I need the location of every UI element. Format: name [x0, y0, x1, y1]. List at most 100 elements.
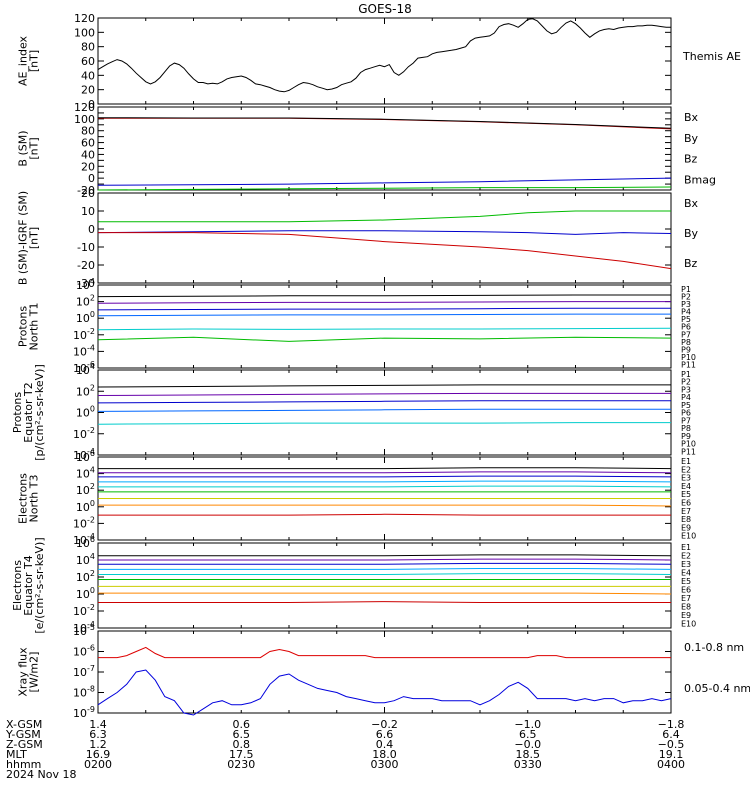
- y-tick-label: 0: [88, 172, 95, 185]
- legend-entry: E8: [681, 515, 691, 524]
- y-tick-label: 20: [81, 160, 95, 173]
- x-row-value: 6.6: [376, 728, 394, 741]
- y-axis-label: Protons: [11, 392, 24, 433]
- legend-entry: P10: [681, 353, 696, 362]
- panel-frame: [97, 17, 672, 105]
- legend-entry: P9: [681, 345, 691, 354]
- x-row-value: 0.8: [233, 738, 251, 751]
- y-axis-label: [nT]: [28, 137, 41, 159]
- x-row-value: 0300: [371, 758, 399, 771]
- x-row-label: Y-GSM: [5, 728, 41, 741]
- legend-entry: P1: [681, 285, 691, 294]
- y-tick-label: 120: [74, 12, 95, 25]
- panel-bigrf: -30 -20 -10 0 10 20 B (SM)-IGRF (SM)[nT] Bx By Bz: [17, 187, 699, 290]
- series-line-e1: [98, 467, 672, 470]
- x-row-value: 1.4: [89, 718, 107, 731]
- series-line-e4: [98, 480, 672, 483]
- x-row-label: X-GSM: [6, 718, 42, 731]
- y-tick-label: 40: [81, 69, 95, 82]
- x-row-value: 19.1: [659, 748, 684, 761]
- legend-entry: 0.05-0.4 nm: [684, 682, 750, 695]
- legend-entry: P10: [681, 440, 696, 449]
- legend-entry: E7: [681, 594, 691, 603]
- y-axis-label: AE_index: [17, 35, 30, 86]
- y-tick-label: -20: [77, 184, 95, 197]
- y-tick-label: 10-7: [73, 664, 95, 679]
- x-row-value: 16.9: [86, 748, 111, 761]
- y-tick-label: 102: [76, 482, 95, 497]
- legend-entry: Bz: [684, 153, 698, 166]
- series-line-e2: [98, 471, 672, 474]
- y-axis-label: North T3: [28, 475, 41, 523]
- y-tick-label: 0: [88, 98, 95, 111]
- y-tick-label: 102: [76, 383, 95, 398]
- legend-entry: P2: [681, 293, 691, 302]
- series-line-p1: [97, 294, 671, 298]
- series-line-e8: [98, 504, 672, 507]
- y-axis-label: B (SM)-IGRF (SM): [17, 191, 30, 285]
- series-line-e3: [98, 475, 672, 478]
- legend-entry: Bx: [684, 197, 699, 210]
- series-line-p3: [97, 307, 671, 311]
- legend-entry: E8: [681, 603, 691, 612]
- x-row-value: 6.5: [233, 728, 251, 741]
- y-tick-label: 102: [76, 294, 95, 309]
- x-row-label: MLT: [6, 748, 27, 761]
- y-tick-label: 100: [76, 499, 95, 514]
- legend-entry: E7: [681, 507, 691, 516]
- series-line-e9: [98, 601, 671, 603]
- x-row-value: −0.2: [371, 718, 398, 731]
- x-row-value: −0.0: [514, 738, 541, 751]
- y-tick-label: 106: [76, 535, 95, 550]
- y-axis-label: Protons: [17, 306, 30, 347]
- series-line-e8: [98, 592, 672, 595]
- x-row-value: 0400: [657, 758, 685, 771]
- series-line-themis-ae: [97, 18, 671, 93]
- y-tick-label: 104: [76, 362, 95, 377]
- y-tick-label: 120: [74, 101, 95, 114]
- x-row-value: −0.5: [658, 738, 685, 751]
- series-line-e9: [98, 513, 671, 516]
- series-line-bmag: [97, 117, 672, 129]
- legend-entry: E6: [681, 586, 691, 595]
- series-line-p4: [97, 313, 671, 317]
- panel-frame: [97, 369, 672, 456]
- y-tick-label: 80: [81, 41, 95, 54]
- y-tick-label: 0: [88, 223, 95, 236]
- y-tick-label: 10-2: [73, 603, 95, 618]
- x-row-value: 0330: [514, 758, 542, 771]
- y-tick-label: 10-5: [73, 623, 95, 638]
- y-tick-label: 10-8: [73, 685, 95, 700]
- series-line-by: [97, 186, 672, 191]
- x-row-value: 0.6: [233, 718, 251, 731]
- legend-entry: P7: [681, 330, 691, 339]
- y-tick-label: 10-2: [73, 515, 95, 530]
- series-line-e5: [98, 485, 672, 488]
- y-axis-label: [nT]: [28, 50, 41, 72]
- legend-entry: P2: [681, 378, 691, 387]
- series-line-bx: [97, 177, 672, 186]
- panel-frame: [97, 630, 672, 714]
- legend-entry: E10: [681, 532, 696, 541]
- y-tick-label: 104: [76, 466, 95, 481]
- legend-entry: E9: [681, 523, 691, 532]
- legend-entry: E3: [681, 474, 691, 483]
- y-tick-label: 100: [74, 26, 95, 39]
- y-tick-label: 10-2: [73, 327, 95, 342]
- y-tick-label: 100: [76, 586, 95, 601]
- y-tick-label: 60: [81, 55, 95, 68]
- legend-entry: P8: [681, 338, 691, 347]
- legend-entry: E1: [681, 543, 691, 552]
- y-tick-label: 10-2: [73, 426, 95, 441]
- legend-entry: P9: [681, 432, 691, 441]
- series-line-p2: [97, 301, 671, 304]
- y-tick-label: 102: [76, 569, 95, 584]
- x-row-value: 0.4: [376, 738, 394, 751]
- legend-entry: E10: [681, 620, 696, 629]
- series-line-p4: [97, 408, 671, 412]
- y-axis-label: [p/(cm²-s-sr-keV)]: [33, 364, 46, 461]
- legend-entry: E5: [681, 577, 691, 586]
- legend-entry: Bmag: [684, 173, 716, 186]
